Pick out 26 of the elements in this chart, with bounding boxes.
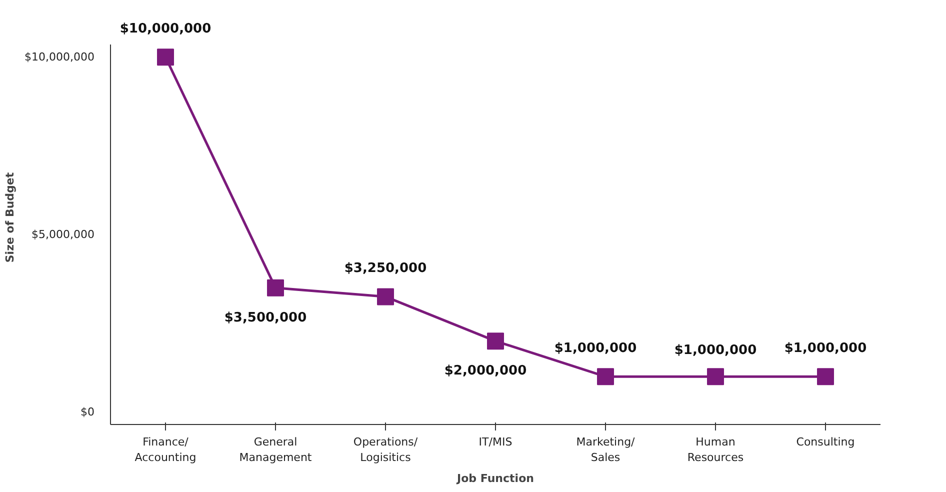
x-tick-label: Operations/ Logisitics: [353, 436, 418, 464]
x-tick-label: Finance/ Accounting: [134, 436, 196, 464]
text: $3,500,000: [224, 310, 307, 326]
text: $2,000,000: [444, 364, 527, 379]
x-tick-label: IT/MIS: [478, 436, 512, 448]
point: [377, 288, 394, 306]
y-axis-title: Size of Budget: [4, 172, 17, 263]
x-tick-label: Consulting: [796, 436, 855, 448]
point: [267, 279, 284, 296]
text: $10,000,000: [120, 22, 212, 37]
point: [817, 368, 834, 386]
point: [707, 368, 724, 386]
y-tick-label: $0: [80, 406, 95, 419]
x-tick-label: Marketing/ Sales: [576, 436, 636, 464]
text: $1,000,000: [674, 343, 757, 358]
x-axis-title: Job Function: [456, 472, 534, 486]
y-tick-label: $10,000,000: [24, 50, 95, 64]
y-tick-label: $5,000,000: [32, 228, 95, 242]
text: $1,000,000: [554, 341, 637, 356]
text: $1,000,000: [784, 341, 867, 356]
x-tick-label: General Management: [239, 436, 312, 464]
point: [487, 332, 504, 350]
text: $3,250,000: [344, 261, 427, 276]
point: [157, 48, 174, 66]
point: [597, 368, 614, 386]
x-tick-label: Human Resources: [687, 436, 744, 464]
